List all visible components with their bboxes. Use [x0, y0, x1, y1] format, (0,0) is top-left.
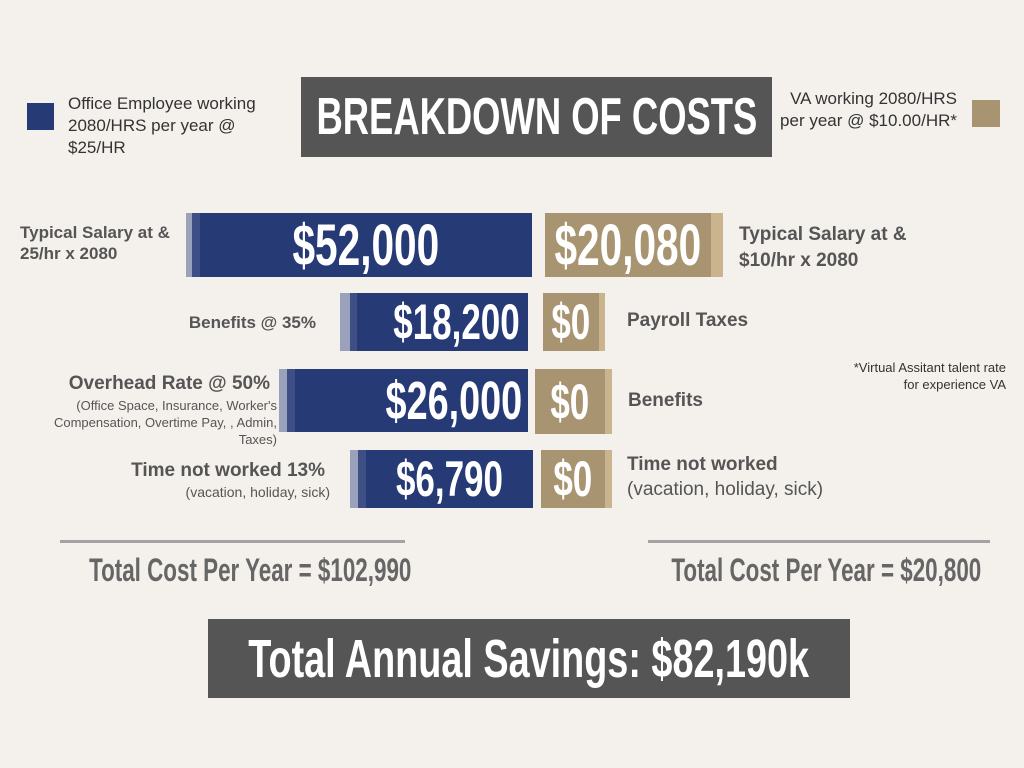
row3-va-bar: $0 — [535, 369, 612, 434]
row3-office-value: $26,000 — [385, 370, 522, 431]
row4-va-value: $0 — [553, 451, 593, 507]
office-total-wrap: Total Cost Per Year = $102,990 — [20, 552, 445, 589]
row3-left-sublabel: (Office Space, Insurance, Worker's Compe… — [53, 398, 277, 447]
title-banner: BREAKDOWN OF COSTS — [301, 77, 772, 157]
row2-va-bar: $0 — [543, 293, 605, 351]
va-rate-note: *Virtual Assitant talent rate for experi… — [853, 360, 1006, 392]
va-legend-text: VA working 2080/HRS per year @ $10.00/HR… — [780, 89, 957, 130]
row3-right-label: Benefits — [628, 390, 703, 411]
row2-office-value: $18,200 — [393, 294, 520, 350]
va-total-wrap: Total Cost Per Year = $20,800 — [605, 552, 1024, 589]
row1-va-bar: $20,080 — [545, 213, 723, 277]
row1-left-label: Typical Salary at & 25/hr x 2080 — [20, 223, 170, 263]
row4-right-sublabel: (vacation, holiday, sick) — [627, 479, 824, 500]
savings-banner: Total Annual Savings: $82,190k — [208, 619, 850, 698]
row1-office-value: $52,000 — [292, 213, 440, 277]
va-divider — [648, 540, 990, 543]
row3-va-value: $0 — [550, 373, 590, 430]
va-legend-swatch — [972, 100, 1000, 127]
row2-right-label: Payroll Taxes — [627, 310, 749, 331]
total-savings: Total Annual Savings: $82,190k — [248, 628, 810, 689]
office-legend-swatch — [27, 103, 54, 130]
row1-va-value: $20,080 — [554, 213, 702, 277]
row4-right-label: Time not worked — [627, 454, 778, 475]
page-title: BREAKDOWN OF COSTS — [316, 88, 757, 146]
office-divider — [60, 540, 405, 543]
va-total: Total Cost Per Year = $20,800 — [671, 552, 982, 588]
row3-left-label: Overhead Rate @ 50% — [68, 373, 270, 394]
row3-office-bar: $26,000 — [287, 369, 528, 432]
office-total: Total Cost Per Year = $102,990 — [89, 552, 412, 588]
row1-office-bar: $52,000 — [192, 213, 532, 277]
row1-right-label: Typical Salary at & $10/hr x 2080 — [739, 224, 907, 271]
row2-office-bar: $18,200 — [350, 293, 528, 351]
office-legend-text: Office Employee working 2080/HRS per yea… — [68, 94, 256, 157]
row2-va-value: $0 — [551, 294, 591, 350]
row4-office-value: $6,790 — [395, 451, 504, 507]
row4-left-sublabel: (vacation, holiday, sick) — [185, 484, 330, 500]
row2-left-label: Benefits @ 35% — [188, 313, 316, 332]
row4-office-bar: $6,790 — [358, 450, 533, 508]
row4-va-bar: $0 — [541, 450, 612, 508]
row4-left-label: Time not worked 13% — [131, 460, 325, 481]
